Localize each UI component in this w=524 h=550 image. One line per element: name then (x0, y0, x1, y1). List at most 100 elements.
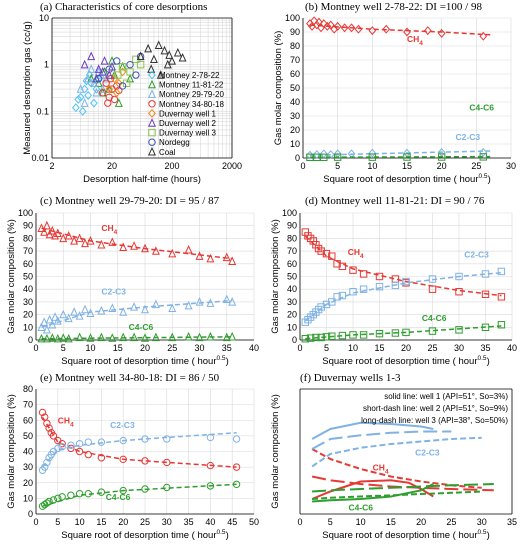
series-Duvernay well 1 (105, 67, 127, 98)
data-point (40, 227, 49, 236)
data-point (163, 458, 171, 467)
data-point (54, 444, 62, 453)
data-point (333, 153, 342, 161)
data-point (113, 57, 121, 65)
y-tick-label: 1 (44, 60, 49, 70)
data-point (37, 333, 46, 343)
trend-line (309, 150, 491, 156)
data-point (168, 332, 177, 342)
data-point (86, 333, 95, 342)
data-point (132, 71, 140, 79)
x-tick-label: 50 (249, 517, 259, 527)
y-axis-label: Gas molar composition (%) (6, 219, 17, 334)
data-point (43, 499, 51, 507)
y-tick-label: 40 (287, 284, 297, 294)
x-tick-label: 10 (85, 343, 95, 353)
x-tick-label: 30 (477, 517, 487, 527)
x-tick-label: 15 (402, 161, 412, 171)
data-point (58, 443, 66, 451)
y-tick-label: 70 (23, 400, 33, 410)
data-point (403, 27, 411, 37)
data-point (41, 413, 49, 421)
data-point (141, 304, 149, 314)
y-tick-label: 70 (290, 55, 300, 65)
data-point (75, 310, 84, 320)
y-tick-label: 60 (23, 415, 33, 425)
x-tick-label: 10 (367, 161, 377, 171)
data-point (168, 248, 177, 258)
series-C2-C3 (301, 267, 506, 326)
data-point (54, 494, 62, 503)
data-point (130, 332, 139, 342)
data-point (87, 64, 96, 73)
data-point (151, 299, 160, 309)
data-point (64, 230, 73, 240)
data-point (105, 70, 114, 79)
legend-label: Duvernay well 2 (159, 119, 216, 128)
data-point (108, 237, 117, 246)
y-axis-label: Measured desorption gas (cc/g) (22, 21, 33, 155)
x-axis-label: Desorption half-time (hours) (83, 174, 201, 185)
x-tick-label: 15 (374, 343, 384, 353)
data-point (312, 241, 320, 249)
data-point (118, 82, 127, 90)
data-point (51, 230, 60, 240)
data-point (37, 223, 46, 232)
series-annotation: CH4 (101, 223, 117, 236)
data-point (80, 59, 89, 69)
data-point (322, 249, 331, 258)
series-Duvernay well 2 (80, 51, 116, 83)
y-tick-label: 30 (23, 297, 33, 307)
data-point (136, 60, 145, 69)
y-tick-label: 70 (23, 246, 33, 256)
data-point (42, 324, 51, 334)
data-point (368, 153, 377, 161)
x-tick-label: 15 (96, 517, 106, 527)
data-point (304, 232, 312, 240)
y-tick-label: 90 (23, 221, 33, 231)
data-point (102, 79, 110, 87)
trend-line (41, 227, 233, 260)
y-tick-label: 0 (28, 509, 33, 519)
data-point (141, 457, 149, 465)
data-point (333, 21, 342, 31)
data-point (479, 147, 488, 157)
data-point (136, 51, 145, 61)
data-point (402, 277, 410, 286)
data-point (49, 432, 58, 440)
y-tick-label: 50 (23, 431, 33, 441)
data-point (455, 288, 463, 296)
data-point (67, 491, 75, 499)
x-tick-label: 2000 (222, 161, 242, 171)
data-point (94, 78, 103, 87)
data-point (206, 331, 215, 341)
x-tick-label: 10 (75, 517, 85, 527)
data-point (168, 303, 177, 312)
y-tick-label: 20 (23, 310, 33, 320)
panel-title: (c) Montney well 29-79-20: DI = 95 / 87 (40, 195, 220, 207)
y-tick-label: 50 (287, 272, 297, 282)
x-tick-label: 20 (140, 343, 150, 353)
data-point (119, 307, 128, 316)
data-point (222, 252, 231, 262)
line-style-note: long-dash line: well 3 (API=38°, So=50%) (361, 416, 508, 425)
data-point (97, 332, 106, 342)
chart-panel-e: (e) Montney well 34-80-18: DI = 86 / 50 0… (6, 372, 259, 541)
x-tick-label: 25 (471, 161, 481, 171)
trend-line (304, 271, 502, 322)
data-point (368, 148, 377, 158)
data-point (141, 485, 149, 493)
series-C4-C6 (306, 153, 491, 162)
data-point (80, 98, 89, 107)
x-tick-label: 15 (113, 343, 123, 353)
series-annotation: CH4 (407, 34, 423, 47)
data-point (99, 89, 107, 97)
series-well 3 CH4 (311, 475, 494, 492)
series-line (311, 436, 482, 468)
series-annotation: C2-C3 (110, 420, 135, 430)
x-tick-label: 5 (55, 517, 60, 527)
data-point (402, 328, 410, 337)
data-point (306, 234, 315, 243)
trend-line (41, 432, 237, 468)
series-Nordegg (94, 52, 145, 90)
